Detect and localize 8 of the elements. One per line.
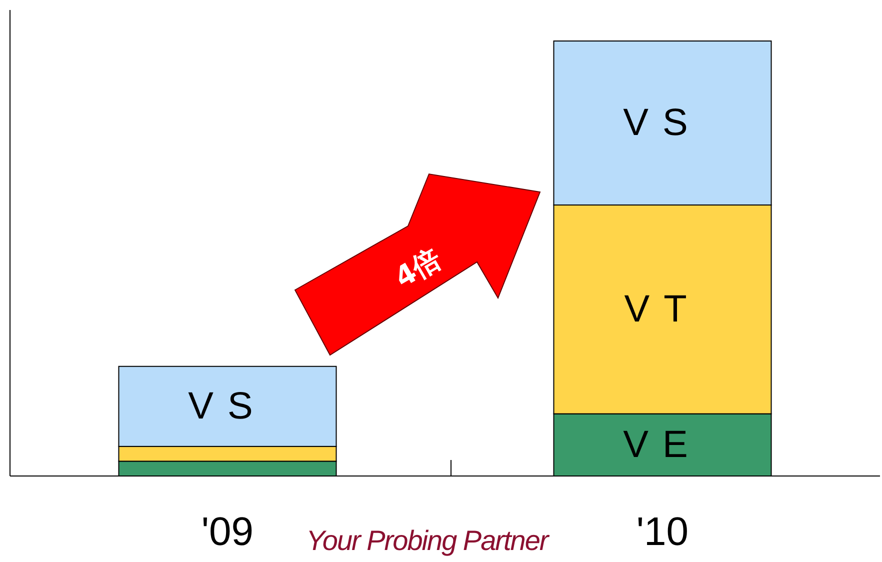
x-tick-label: '09: [201, 510, 254, 554]
series-label: VE: [623, 424, 702, 466]
series-label: VS: [188, 385, 267, 428]
text: VS: [623, 102, 702, 144]
text: Your Probing Partner: [306, 525, 550, 556]
series-label: VT: [624, 288, 701, 330]
x-tick-label: '10: [636, 510, 689, 554]
annotation: 4倍: [389, 242, 447, 294]
